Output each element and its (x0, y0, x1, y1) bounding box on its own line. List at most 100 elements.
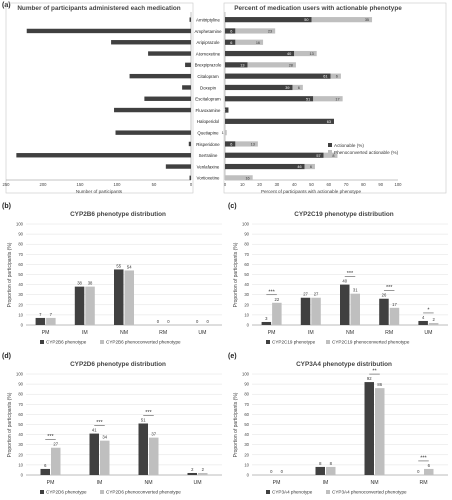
significance-marker: *** (96, 420, 103, 426)
phenoconverted-bar (235, 39, 264, 45)
y-tick-label: 30 (18, 292, 23, 297)
medication-label: Quetiapine (197, 130, 219, 135)
y-tick-label: 60 (244, 262, 249, 267)
y-tick-label: 60 (18, 262, 23, 267)
phenoconverted-bar (100, 440, 110, 475)
actionable-bar (225, 84, 293, 91)
phenotype-bar (187, 472, 197, 475)
legend-label-phenoconverted: CYP2B6 phenoconverted phenotype (106, 340, 181, 345)
phenoconverted-bar (198, 472, 208, 475)
participants-bar (188, 141, 191, 147)
significance-marker: *** (386, 285, 393, 291)
phenoconverted-bar (225, 130, 227, 136)
legend-label-phenotype: CYP2B6 phenotype (46, 340, 87, 345)
x-category-label: NM (370, 480, 378, 486)
x-category-label: UM (198, 330, 206, 336)
phenotype-bar (418, 320, 428, 325)
legend-label-phenoconverted: CYP2C19 phenoconverted phenotype (332, 340, 410, 345)
bar-value-label: 27 (314, 292, 319, 297)
x-category-label: PM (273, 480, 281, 486)
medication-label: Brexpiprazole (195, 63, 222, 68)
phenotype-bar (364, 382, 374, 475)
panel-label-d: (d) (2, 353, 11, 360)
right-x-tick-label: 50 (309, 182, 314, 187)
participants-bar (144, 96, 191, 101)
left-x-tick-label: 100 (114, 182, 122, 187)
phenotype-bar (40, 468, 50, 475)
x-category-label: RM (385, 330, 393, 336)
y-tick-label: 70 (18, 252, 23, 257)
phenotype-bar (315, 466, 325, 475)
actionable-data-label: 2 (223, 109, 225, 113)
legend-label-phenotype: CYP2D6 phenotype (46, 490, 87, 495)
phenoconverted-bar (149, 437, 159, 475)
legend-swatch-phenoconverted (326, 490, 330, 494)
phenotype-bar (74, 286, 85, 325)
actionable-data-label: 50 (304, 18, 308, 22)
phenotype-bar (138, 423, 148, 475)
bar-value-label: 7 (39, 312, 42, 317)
y-tick-label: 10 (18, 312, 23, 317)
y-tick-label: 80 (18, 392, 23, 397)
x-category-label: RM (419, 480, 427, 486)
medication-label: Fluvoxamine (196, 108, 221, 113)
participants-bar (185, 62, 191, 68)
phenoconverted-data-label: 16 (256, 41, 260, 45)
x-category-label: NM (144, 480, 152, 486)
y-tick-label: 40 (18, 432, 23, 437)
panel-c: (c) CYP2C19 phenotype distribution 0 10 20 30… (228, 203, 448, 345)
bar-value-label: 0 (417, 469, 420, 474)
right-x-tick-label: 40 (292, 182, 297, 187)
bar-value-label: 54 (127, 264, 132, 269)
left-x-tick-label: 0 (190, 182, 193, 187)
phenoconverted-data-label: 23 (268, 29, 272, 33)
actionable-bar (225, 163, 305, 170)
actionable-data-label: 40 (287, 52, 291, 56)
bar-value-label: 26 (382, 293, 387, 298)
legend-swatch-phenoconverted (100, 490, 104, 494)
y-tick-label: 10 (244, 462, 249, 467)
phenoconverted-bar (304, 163, 315, 170)
phenoconverted-bar (225, 175, 253, 181)
bar-value-label: 31 (353, 288, 358, 293)
phenoconverted-bar (323, 152, 338, 158)
x-category-label: NM (120, 330, 128, 336)
medication-label: Sertraline (199, 153, 218, 158)
panel-title: CYP2C19 phenotype distribution (294, 211, 394, 218)
phenoconverted-bar (46, 317, 56, 325)
medication-label: Doxepin (200, 85, 217, 90)
y-axis-title: Proportion of participants (%) (7, 392, 13, 457)
bar-value-label: 17 (392, 302, 397, 307)
significance-marker: *** (268, 289, 275, 295)
bar-value-label: 40 (342, 279, 347, 284)
right-x-tick-label: 60 (326, 182, 331, 187)
y-tick-label: 0 (247, 473, 250, 478)
participants-bar (115, 130, 191, 135)
y-tick-label: 0 (21, 473, 24, 478)
right-x-tick-label: 0 (224, 182, 227, 187)
medication-label: Venlafaxine (197, 164, 220, 169)
panel-e: (e) CYP3A4 phenotype distribution 0 10 20 30 4… (228, 353, 448, 495)
phenoconverted-bar (292, 84, 303, 91)
x-category-label: NM (346, 330, 354, 336)
medication-label: Amphetamine (194, 29, 222, 34)
significance-marker: ** (372, 369, 377, 375)
actionable-data-label: 57 (316, 154, 320, 158)
bar-value-label: 0 (270, 469, 273, 474)
phenotype-bar (114, 269, 124, 325)
participants-bar (189, 17, 191, 22)
phenoconverted-bar (311, 297, 321, 325)
legend-swatch-phenotype (40, 490, 44, 494)
bar-value-label: 7 (50, 312, 53, 317)
actionable-data-label: 63 (327, 120, 331, 124)
actionable-data-label: 51 (306, 97, 310, 101)
bar-value-label: 8 (330, 461, 333, 466)
phenoconverted-bar (424, 468, 434, 475)
phenoconverted-bar (330, 73, 341, 79)
x-category-label: PM (268, 330, 276, 336)
legend-swatch-actionable (328, 143, 332, 147)
panel-d: (d) CYP2D6 phenotype distribution 0 10 20 30 4… (2, 353, 222, 495)
x-category-label: IM (82, 330, 88, 336)
left-x-tick-label: 50 (152, 182, 157, 187)
right-chart-title: Percent of medication users with actiona… (234, 5, 402, 12)
